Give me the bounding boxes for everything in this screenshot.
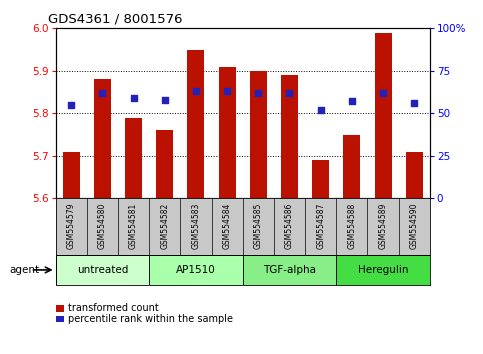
Text: GSM554584: GSM554584 <box>223 203 232 249</box>
Text: GSM554587: GSM554587 <box>316 203 325 249</box>
Text: GSM554582: GSM554582 <box>160 203 169 249</box>
Text: GSM554586: GSM554586 <box>285 203 294 249</box>
Point <box>129 95 137 101</box>
Point <box>161 97 169 103</box>
Text: GSM554588: GSM554588 <box>347 203 356 249</box>
Point <box>223 88 231 94</box>
Bar <box>218 67 236 198</box>
Bar <box>63 152 80 198</box>
Text: GSM554580: GSM554580 <box>98 203 107 249</box>
Bar <box>94 79 111 198</box>
Text: GSM554579: GSM554579 <box>67 203 76 249</box>
Text: percentile rank within the sample: percentile rank within the sample <box>68 314 233 324</box>
Point <box>317 107 325 113</box>
Text: GSM554589: GSM554589 <box>379 203 387 249</box>
Text: TGF-alpha: TGF-alpha <box>263 265 316 275</box>
Text: GSM554590: GSM554590 <box>410 203 419 249</box>
Point <box>99 90 106 96</box>
Bar <box>156 130 173 198</box>
Text: GDS4361 / 8001576: GDS4361 / 8001576 <box>48 13 183 26</box>
Bar <box>343 135 360 198</box>
Text: GSM554583: GSM554583 <box>191 203 200 249</box>
Bar <box>242 255 336 285</box>
Bar <box>281 75 298 198</box>
Point <box>348 98 356 104</box>
Text: AP1510: AP1510 <box>176 265 216 275</box>
Point <box>379 90 387 96</box>
Text: agent: agent <box>10 265 40 275</box>
Text: transformed count: transformed count <box>68 303 158 313</box>
Point <box>255 90 262 96</box>
Point <box>411 100 418 106</box>
Bar <box>56 255 149 285</box>
Bar <box>125 118 142 198</box>
Text: GSM554585: GSM554585 <box>254 203 263 249</box>
Text: Heregulin: Heregulin <box>358 265 408 275</box>
Point <box>67 102 75 108</box>
Text: GSM554581: GSM554581 <box>129 203 138 249</box>
Bar <box>149 255 242 285</box>
Point <box>192 88 200 94</box>
Bar <box>187 50 204 198</box>
Bar <box>336 255 430 285</box>
Bar <box>250 71 267 198</box>
Bar <box>406 152 423 198</box>
Bar <box>312 160 329 198</box>
Text: untreated: untreated <box>77 265 128 275</box>
Bar <box>374 33 392 198</box>
Point <box>285 90 293 96</box>
